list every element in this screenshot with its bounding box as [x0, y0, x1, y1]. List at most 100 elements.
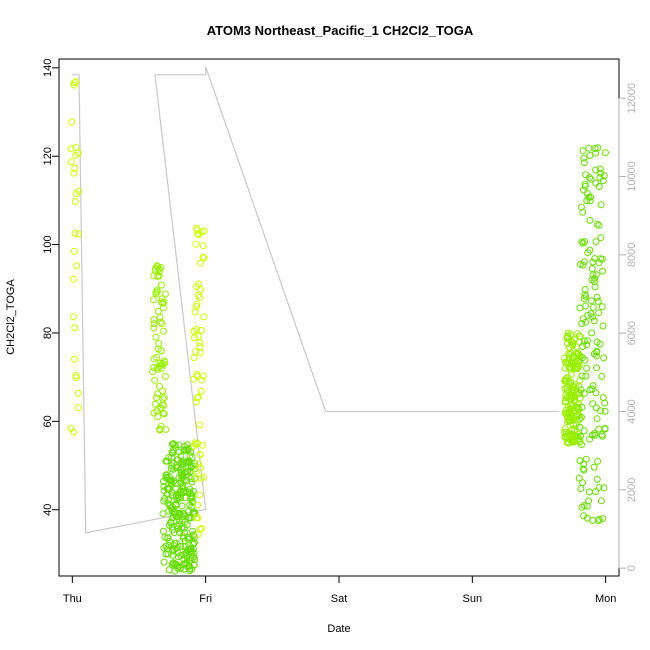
data-point — [561, 409, 569, 417]
data-point — [67, 145, 75, 153]
x-tick-label: Sat — [331, 593, 348, 605]
data-point — [75, 404, 83, 412]
data-point — [579, 147, 587, 155]
data-point — [587, 193, 594, 201]
data-point — [182, 459, 190, 466]
data-point — [580, 337, 588, 345]
data-point — [197, 326, 205, 334]
data-point — [165, 566, 173, 574]
data-point — [587, 175, 595, 183]
data-point — [72, 143, 80, 151]
data-point — [586, 216, 594, 224]
data-point — [150, 409, 158, 417]
data-point — [164, 534, 172, 542]
data-point — [586, 435, 594, 443]
data-point — [176, 517, 184, 525]
data-point — [199, 473, 207, 481]
data-point — [597, 169, 605, 177]
data-point — [158, 364, 165, 372]
data-point — [577, 485, 585, 492]
data-point — [595, 309, 603, 317]
data-point — [569, 338, 577, 346]
data-point — [567, 371, 575, 379]
y-right-tick-label: 6000 — [626, 321, 638, 345]
y-tick-label: 40 — [42, 504, 54, 516]
data-point — [193, 325, 201, 333]
data-point — [568, 425, 576, 433]
data-point — [593, 347, 601, 355]
data-point — [595, 183, 603, 190]
data-point — [187, 492, 195, 500]
data-point — [187, 475, 195, 483]
data-point — [180, 524, 188, 532]
data-point — [196, 342, 204, 350]
data-point — [597, 234, 605, 242]
data-point — [570, 413, 578, 420]
x-tick-label: Mon — [595, 593, 616, 605]
data-point — [71, 230, 79, 237]
data-point — [591, 274, 599, 282]
data-point — [158, 295, 166, 303]
data-point — [150, 324, 158, 332]
data-point — [172, 500, 180, 508]
data-point — [199, 372, 207, 380]
y-axis-left: 40 60 80 100 120 140 — [42, 59, 60, 516]
data-point — [178, 502, 186, 510]
data-point — [582, 372, 590, 380]
data-point — [190, 487, 197, 495]
data-point — [591, 430, 598, 437]
data-point — [601, 425, 609, 433]
data-point — [563, 334, 571, 342]
data-point — [170, 510, 178, 518]
data-point — [152, 264, 160, 272]
data-point — [599, 322, 607, 330]
data-point — [581, 285, 589, 293]
data-point — [150, 316, 158, 324]
data-point — [167, 504, 175, 512]
data-point — [167, 465, 175, 472]
data-point — [583, 341, 591, 349]
x-tick-label: Sun — [463, 593, 483, 605]
data-point — [197, 387, 205, 395]
x-tick-label: Fri — [199, 593, 212, 605]
data-point — [160, 410, 168, 418]
data-point — [72, 151, 80, 159]
data-point — [153, 353, 161, 361]
data-point — [587, 297, 595, 305]
data-point — [572, 421, 580, 429]
data-point — [582, 302, 589, 310]
data-point — [177, 542, 184, 550]
plot-area — [58, 58, 620, 577]
data-point — [67, 158, 75, 166]
data-point — [575, 474, 583, 482]
data-point — [163, 490, 171, 498]
y-right-tick-label: 2000 — [626, 478, 638, 502]
data-point — [592, 166, 600, 174]
data-point — [169, 440, 177, 448]
data-point — [579, 261, 587, 269]
data-point — [597, 201, 605, 209]
data-point — [577, 432, 584, 440]
data-point — [596, 340, 604, 348]
data-point — [160, 497, 168, 505]
data-point — [593, 352, 600, 360]
data-point — [188, 453, 196, 461]
data-point — [580, 159, 588, 167]
data-point — [72, 190, 80, 198]
data-point — [563, 438, 571, 446]
data-point — [154, 345, 162, 353]
data-point — [159, 395, 167, 403]
data-point — [581, 238, 589, 246]
data-point — [192, 398, 200, 406]
data-point — [599, 394, 607, 401]
data-point — [577, 413, 585, 421]
data-point — [583, 364, 591, 372]
data-point — [158, 320, 166, 328]
data-point — [582, 318, 590, 326]
data-point — [576, 332, 584, 340]
data-point — [598, 303, 606, 311]
data-point — [156, 362, 164, 370]
data-point — [157, 404, 164, 412]
data-point — [154, 272, 162, 280]
data-point — [588, 265, 596, 273]
